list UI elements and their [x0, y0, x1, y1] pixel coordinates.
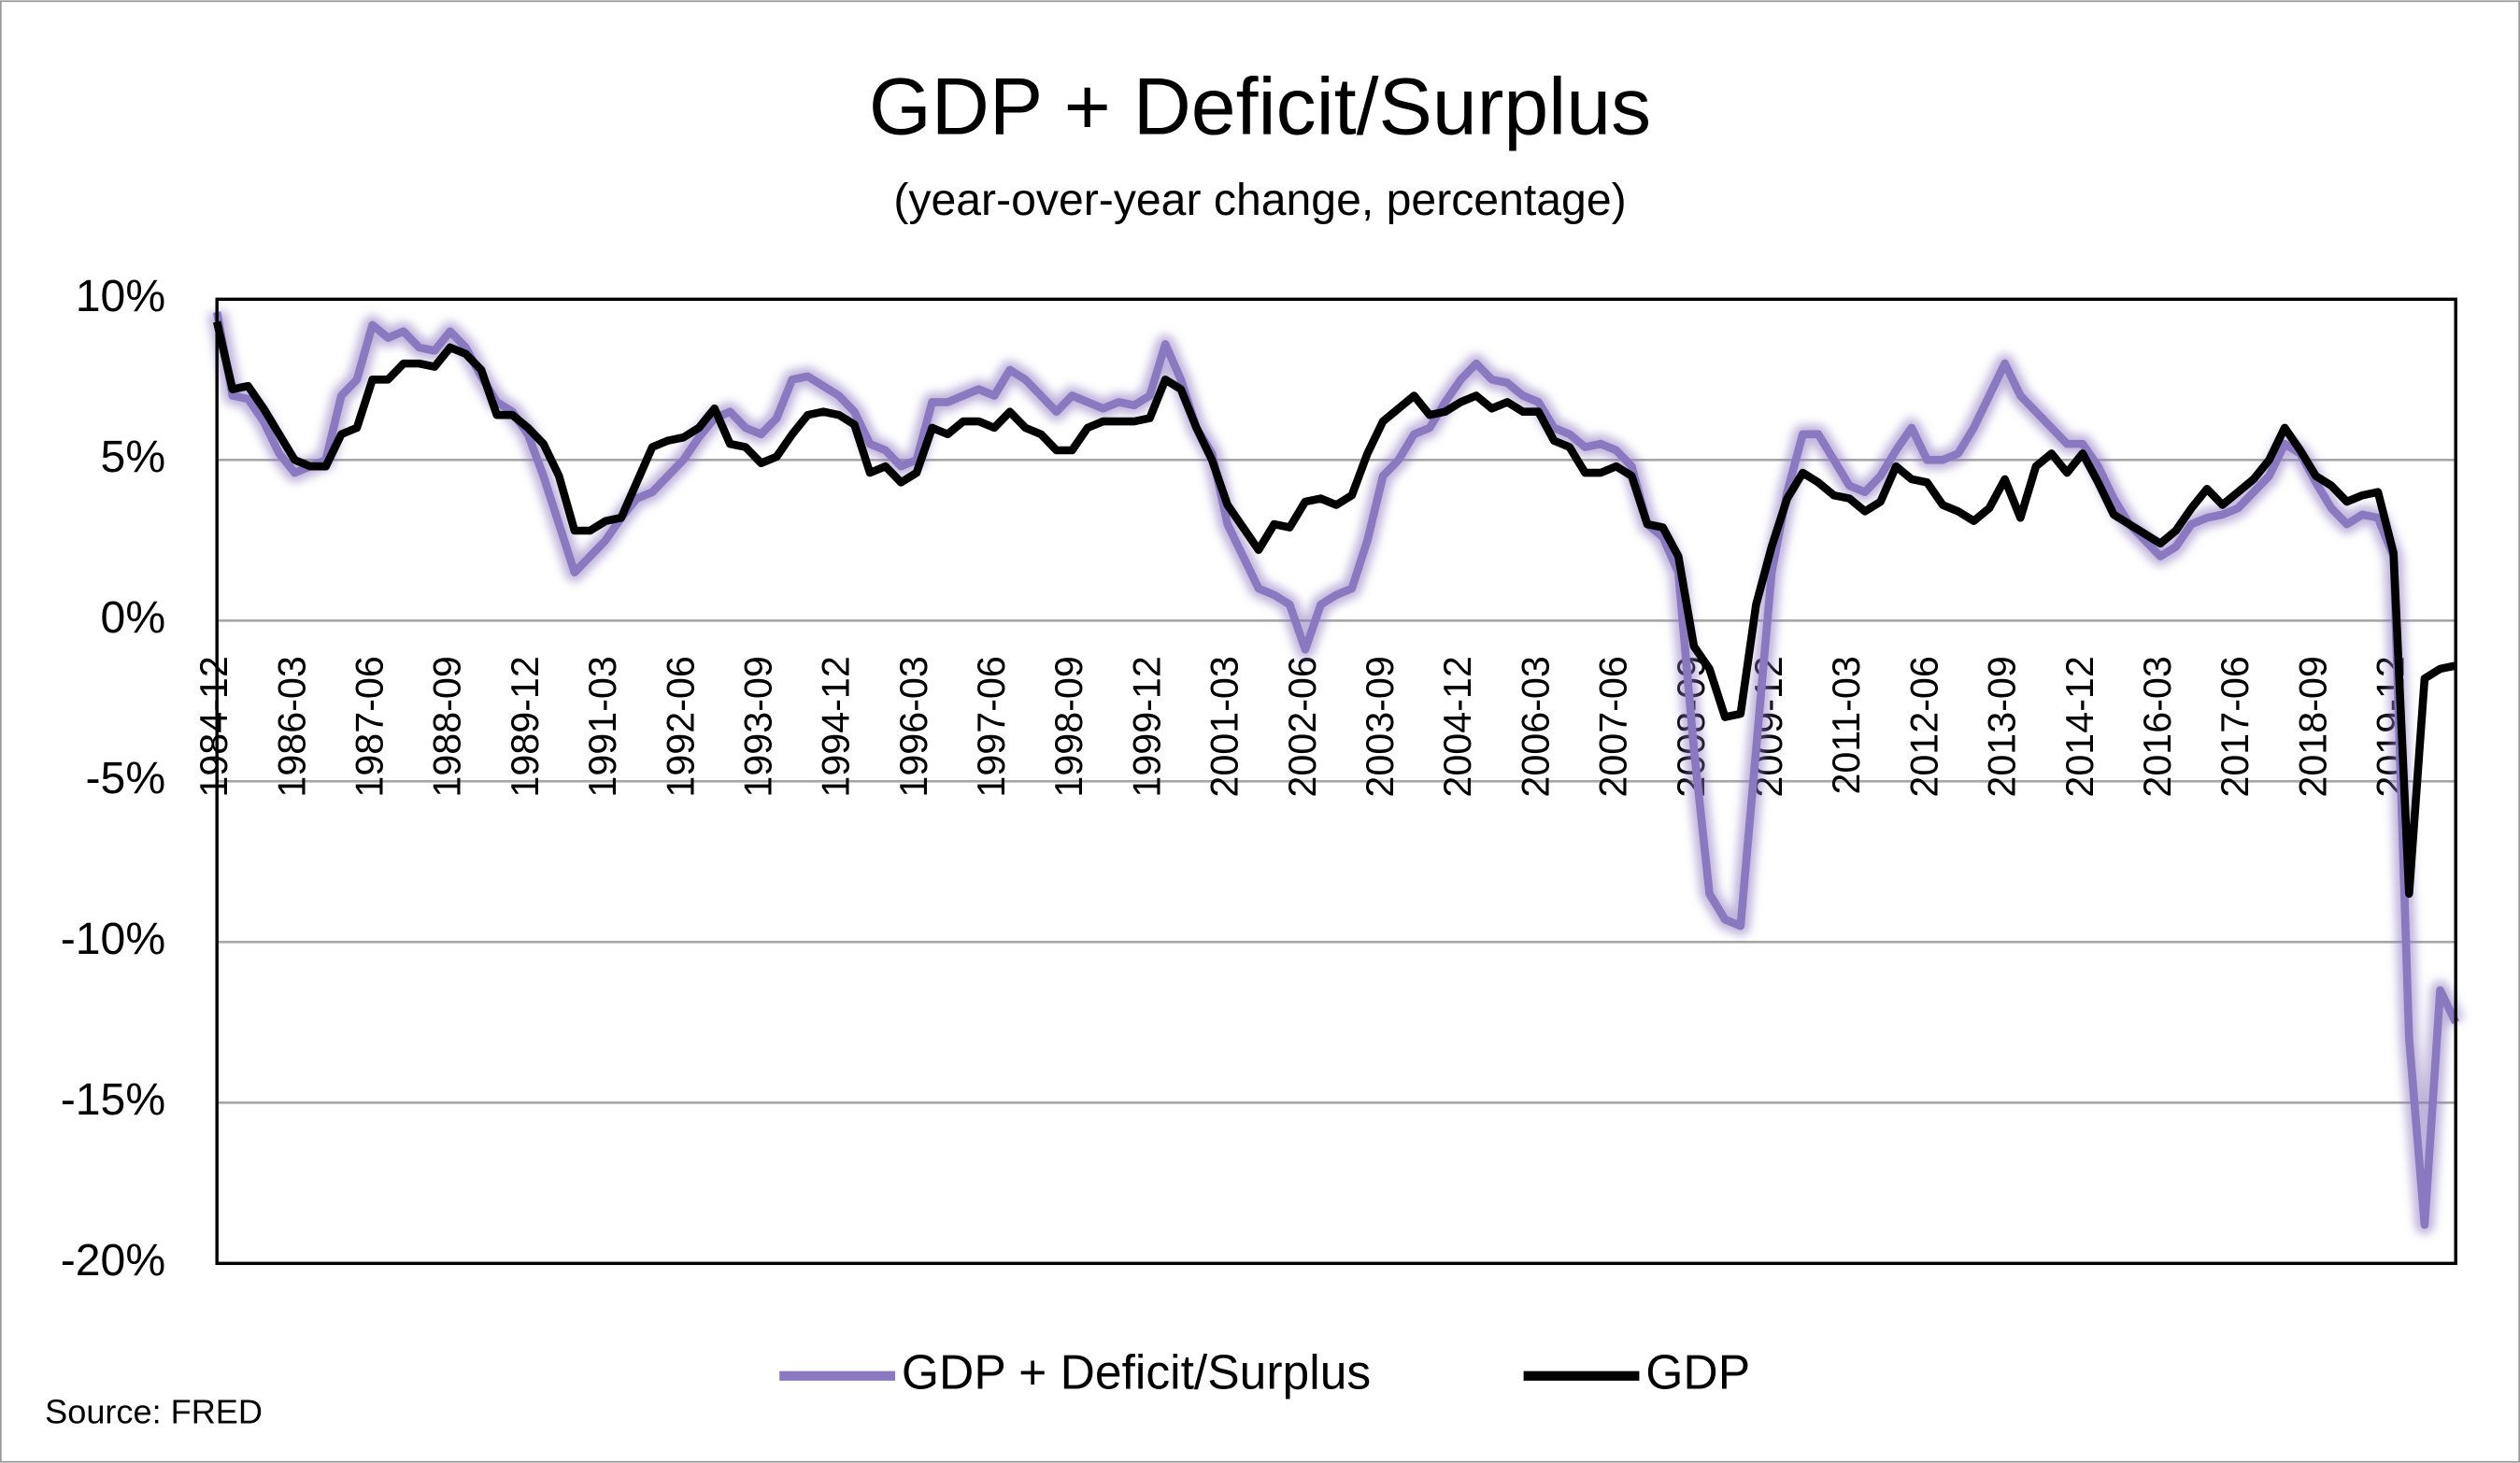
legend-label: GDP + Deficit/Surplus	[902, 1344, 1371, 1399]
x-tick-label: 1999-12	[1125, 656, 1168, 797]
x-tick-label: 1998-09	[1047, 656, 1090, 797]
series-line	[213, 320, 2457, 899]
x-tick-label: 2003-09	[1359, 656, 1402, 797]
series-line	[212, 311, 2460, 1229]
x-tick-label: 2006-03	[1514, 656, 1557, 797]
x-tick-label: 2016-03	[2136, 656, 2179, 797]
x-tick-label: 1987-06	[348, 656, 391, 797]
x-tick-label: 1989-12	[504, 656, 547, 797]
y-tick-label: 5%	[101, 432, 166, 482]
x-tick-label: 1996-03	[892, 656, 935, 797]
x-tick-label: 2013-09	[1981, 656, 2024, 797]
x-tick-label: 1986-03	[270, 656, 313, 797]
x-tick-label: 2002-06	[1281, 656, 1324, 797]
plot-border	[215, 297, 2457, 1266]
y-tick-label: 0%	[101, 592, 166, 643]
legend-label: GDP	[1645, 1344, 1750, 1399]
y-tick-label: -20%	[61, 1235, 165, 1285]
x-tick-label: 2004-12	[1436, 656, 1479, 797]
x-tick-label: 2017-06	[2214, 656, 2257, 797]
y-tick-label: -15%	[61, 1074, 165, 1125]
x-tick-label: 1992-06	[659, 656, 702, 797]
x-tick-label: 2011-03	[1825, 656, 1868, 794]
y-tick-label: 10%	[76, 271, 165, 321]
source-note: Source: FRED	[45, 1393, 263, 1431]
x-tick-label: 1991-03	[581, 656, 624, 797]
chart-subtitle: (year-over-year change, percentage)	[893, 175, 1626, 225]
x-tick-label: 1984-12	[192, 656, 235, 797]
x-tick-label: 2018-09	[2291, 656, 2334, 797]
x-tick-label: 1988-09	[426, 656, 469, 797]
x-tick-label: 2001-03	[1203, 656, 1246, 797]
chart-title: GDP + Deficit/Surplus	[869, 63, 1651, 152]
x-tick-label: 1997-06	[970, 656, 1013, 797]
y-tick-label: -5%	[86, 753, 166, 803]
y-tick-label: -10%	[61, 914, 165, 964]
x-tick-label: 1993-09	[736, 656, 779, 797]
x-tick-label: 2007-06	[1592, 656, 1635, 797]
x-tick-label: 1994-12	[815, 656, 858, 797]
x-tick-label: 2012-06	[1902, 656, 1945, 797]
x-tick-label: 2014-12	[2058, 656, 2101, 797]
